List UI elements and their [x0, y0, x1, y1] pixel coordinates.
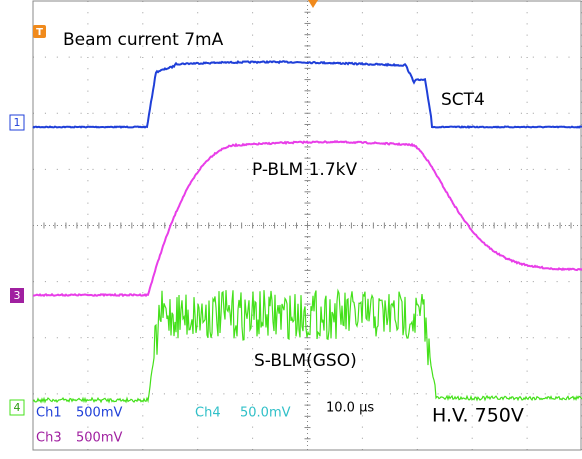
hv-label: H.V. 750V [432, 405, 524, 427]
pblm-label: P-BLM 1.7kV [252, 160, 357, 180]
ch3-trace [32, 140, 582, 298]
ch1-scale: 500mV [76, 406, 122, 421]
ch3-marker [10, 288, 24, 303]
trigger-label: T [36, 27, 43, 38]
ch1-trace [32, 59, 582, 129]
sct4-label: SCT4 [441, 90, 485, 110]
ch4-trace [32, 288, 582, 404]
trigger-position [308, 0, 318, 8]
ch4-marker [9, 399, 25, 416]
ch1-marker-label: 1 [14, 116, 21, 129]
sblm-label: S-BLM(GSO) [254, 351, 357, 371]
ch4-readout: Ch4 [195, 406, 221, 421]
trigger-marker [33, 25, 46, 38]
ch1-readout: Ch1 [36, 406, 62, 421]
beam-label: Beam current 7mA [63, 30, 224, 50]
timebase: 10.0 µs [326, 401, 374, 416]
ch3-readout: Ch3 [36, 431, 62, 446]
ch4-scale: 50.0mV [240, 406, 291, 421]
ch1-marker [9, 114, 25, 131]
ch4-marker-label: 4 [14, 401, 21, 414]
graticule [32, 0, 582, 451]
ch3-marker-label: 3 [14, 289, 21, 302]
ch3-scale: 500mV [76, 431, 122, 446]
